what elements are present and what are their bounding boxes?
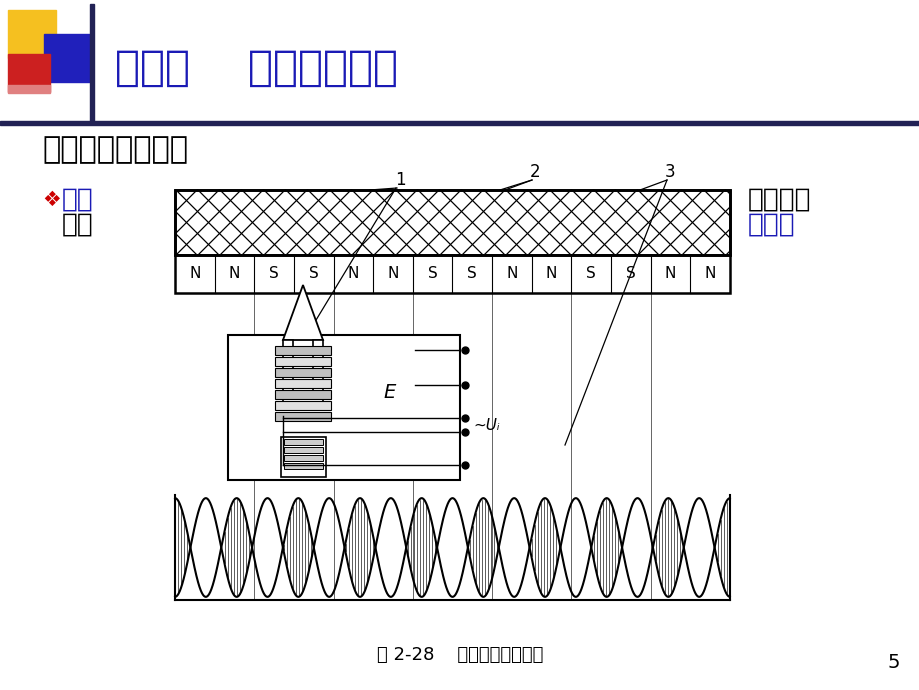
Text: 出绕组: 出绕组 — [747, 212, 795, 238]
Bar — [8, 10, 56, 58]
Bar — [284, 455, 323, 461]
Polygon shape — [283, 285, 323, 340]
Bar — [275, 368, 331, 377]
Bar — [8, 54, 50, 92]
Text: N: N — [545, 266, 557, 282]
Text: 3: 3 — [664, 163, 675, 181]
Text: 第三节    大位移传感器: 第三节 大位移传感器 — [115, 47, 398, 89]
Bar — [312, 340, 323, 395]
Bar — [228, 335, 460, 480]
Text: ❖: ❖ — [42, 190, 61, 210]
Text: S: S — [269, 266, 278, 282]
Bar — [275, 357, 331, 366]
Text: N: N — [347, 266, 358, 282]
Text: 个绕: 个绕 — [62, 212, 94, 238]
Text: 图 2-28    静态磁头读取信号: 图 2-28 静态磁头读取信号 — [377, 646, 542, 664]
Text: 5: 5 — [887, 653, 899, 672]
Text: N: N — [505, 266, 517, 282]
Bar — [175, 190, 729, 255]
Text: N: N — [664, 266, 675, 282]
Text: 磁头有两: 磁头有两 — [747, 187, 811, 213]
Bar — [275, 379, 331, 388]
Bar — [284, 463, 323, 469]
Bar — [175, 255, 729, 293]
Bar — [280, 437, 325, 477]
Bar — [175, 190, 729, 255]
Bar — [284, 447, 323, 453]
Bar — [283, 340, 292, 395]
Bar — [90, 4, 94, 122]
Bar — [275, 390, 331, 399]
Bar — [44, 34, 92, 82]
Bar — [284, 439, 323, 445]
Text: 一、磁栅式传感器: 一、磁栅式传感器 — [42, 135, 187, 164]
Bar — [8, 85, 50, 93]
Text: S: S — [427, 266, 437, 282]
Text: ~Uᵢ: ~Uᵢ — [472, 417, 499, 433]
Text: 1: 1 — [394, 171, 405, 189]
Text: S: S — [585, 266, 596, 282]
Bar — [275, 346, 331, 355]
Text: S: S — [467, 266, 477, 282]
Text: N: N — [189, 266, 200, 282]
Bar — [283, 394, 323, 403]
Bar — [275, 412, 331, 421]
Text: 静态: 静态 — [62, 187, 94, 213]
Bar — [275, 401, 331, 410]
Text: 2: 2 — [529, 163, 539, 181]
Bar — [0, 121, 919, 125]
Text: N: N — [704, 266, 715, 282]
Text: N: N — [387, 266, 398, 282]
Text: S: S — [309, 266, 318, 282]
Text: E: E — [382, 384, 395, 402]
Text: S: S — [625, 266, 635, 282]
Text: N: N — [229, 266, 240, 282]
